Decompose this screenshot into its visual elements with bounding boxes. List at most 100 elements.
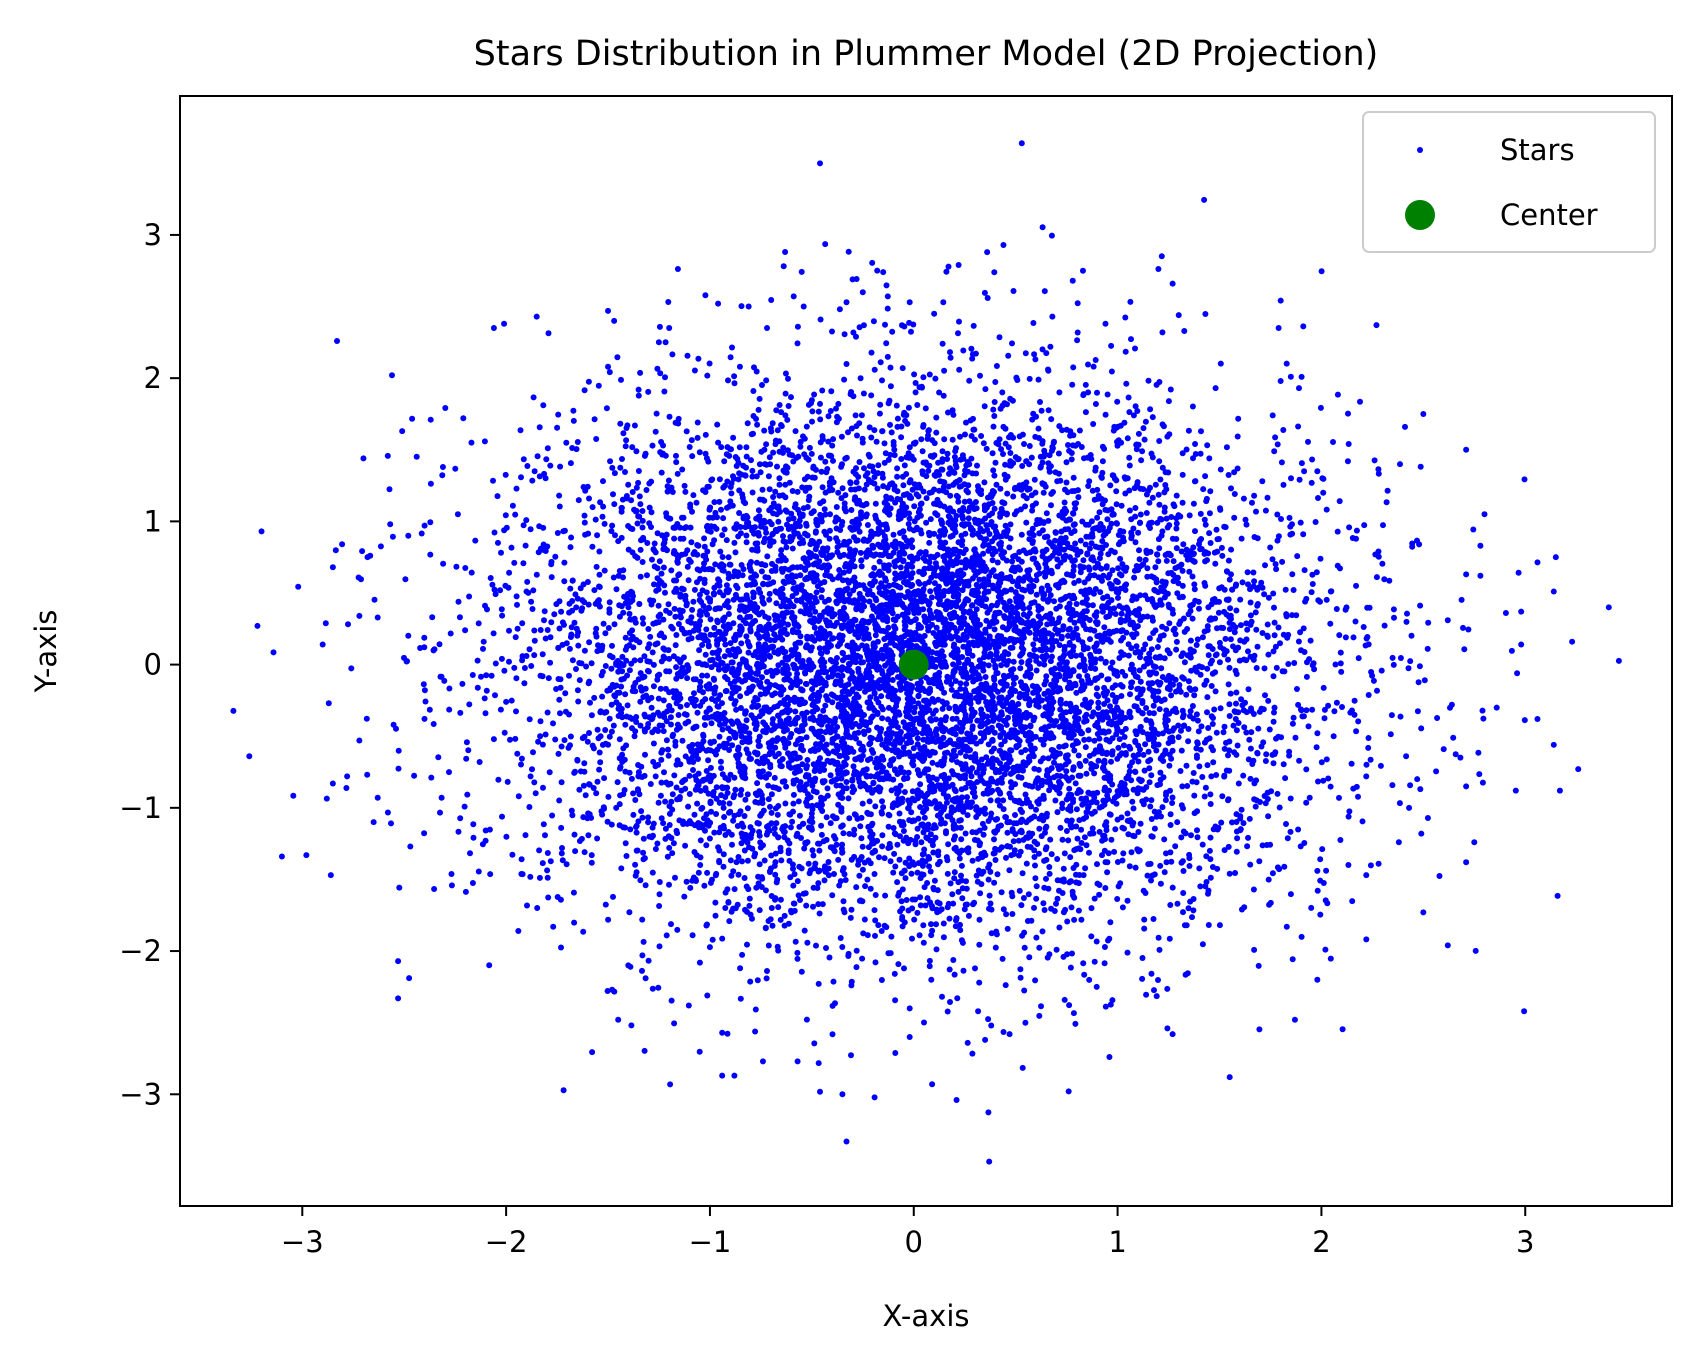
- star-point: [1348, 760, 1355, 767]
- star-point: [1481, 511, 1488, 518]
- star-point: [914, 402, 921, 408]
- star-point: [997, 747, 1004, 754]
- star-point: [671, 605, 678, 612]
- star-point: [1047, 343, 1054, 350]
- star-point: [770, 494, 777, 500]
- star-point: [994, 871, 1001, 878]
- star-point: [490, 630, 497, 637]
- star-point: [715, 655, 722, 661]
- star-point: [1345, 441, 1352, 447]
- star-point: [360, 455, 367, 462]
- star-point: [711, 624, 718, 631]
- star-point: [1077, 788, 1084, 795]
- star-point: [1115, 744, 1122, 751]
- star-point: [1312, 519, 1319, 525]
- star-point: [898, 434, 905, 441]
- star-point: [566, 672, 572, 679]
- star-point: [992, 944, 999, 951]
- star-point: [860, 322, 867, 329]
- star-point: [790, 579, 797, 586]
- star-point: [693, 499, 700, 506]
- star-point: [839, 1091, 846, 1098]
- star-point: [1193, 711, 1200, 718]
- star-point: [558, 608, 565, 615]
- star-point: [1070, 643, 1077, 650]
- star-point: [1204, 665, 1211, 672]
- star-point: [1075, 752, 1082, 759]
- star-point: [334, 338, 340, 344]
- star-point: [744, 908, 750, 915]
- star-point: [540, 821, 547, 828]
- star-point: [1314, 976, 1321, 983]
- star-point: [906, 1005, 913, 1012]
- star-point: [843, 769, 849, 776]
- star-point: [724, 1030, 731, 1037]
- star-point: [926, 957, 933, 964]
- star-point: [721, 526, 728, 533]
- star-point: [1226, 1074, 1233, 1081]
- star-point: [896, 856, 903, 863]
- star-point: [798, 835, 804, 841]
- star-point: [1256, 858, 1263, 865]
- star-point: [1342, 634, 1349, 641]
- star-point: [1226, 664, 1233, 671]
- star-point: [778, 763, 785, 770]
- star-point: [798, 598, 805, 605]
- star-point: [460, 415, 467, 422]
- star-point: [1226, 870, 1233, 877]
- star-point: [371, 596, 378, 603]
- star-point: [1047, 836, 1054, 843]
- star-point: [744, 857, 751, 864]
- star-point: [914, 909, 921, 916]
- star-point: [561, 578, 568, 585]
- star-point: [611, 317, 618, 324]
- star-point: [1151, 808, 1158, 815]
- star-point: [963, 878, 969, 885]
- star-point: [1140, 425, 1147, 432]
- star-point: [407, 843, 414, 850]
- star-point: [713, 525, 720, 532]
- star-point: [843, 299, 850, 306]
- star-point: [1169, 1031, 1176, 1038]
- star-point: [607, 458, 614, 465]
- star-point: [1071, 894, 1078, 901]
- star-point: [1552, 554, 1559, 561]
- star-point: [1028, 492, 1035, 499]
- star-point: [720, 863, 727, 870]
- star-point: [602, 663, 609, 669]
- star-point: [1041, 534, 1048, 541]
- star-point: [755, 873, 762, 880]
- star-point: [930, 630, 937, 636]
- star-point: [865, 727, 872, 734]
- star-point: [470, 821, 477, 828]
- star-point: [1287, 828, 1294, 835]
- star-point: [589, 1049, 596, 1056]
- star-point: [996, 334, 1003, 341]
- star-point: [666, 655, 673, 662]
- star-point: [384, 452, 391, 459]
- star-point: [705, 604, 712, 611]
- star-point: [817, 316, 824, 323]
- star-point: [1337, 565, 1343, 572]
- star-point: [303, 852, 310, 859]
- star-point: [1225, 472, 1232, 478]
- star-point: [1204, 694, 1211, 701]
- star-point: [1169, 884, 1176, 891]
- star-point: [537, 627, 544, 633]
- star-point: [1155, 977, 1161, 983]
- star-point: [749, 467, 756, 474]
- star-point: [1141, 916, 1148, 923]
- star-point: [1064, 775, 1071, 782]
- star-point: [830, 635, 837, 642]
- star-point: [1081, 736, 1088, 743]
- star-point: [1158, 813, 1164, 820]
- star-point: [462, 888, 469, 895]
- star-point: [685, 803, 692, 810]
- star-point: [528, 598, 535, 605]
- star-point: [1155, 934, 1162, 941]
- star-point: [348, 665, 355, 672]
- star-point: [1104, 391, 1111, 398]
- star-point: [692, 676, 699, 683]
- star-point: [702, 450, 709, 457]
- star-point: [661, 582, 668, 589]
